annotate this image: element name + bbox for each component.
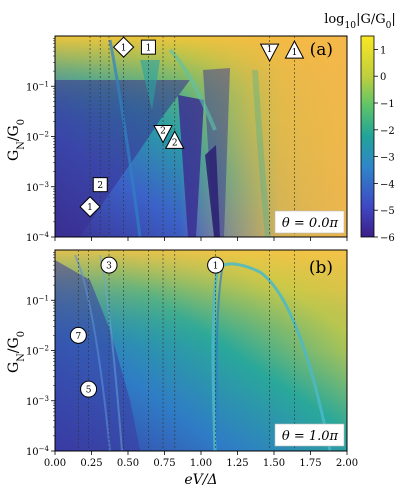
marker-label: 1 xyxy=(146,44,152,54)
theta-label-a: θ = 0.0π xyxy=(282,216,339,231)
marker-circle xyxy=(207,256,225,274)
y-tick-label: 10−4 xyxy=(26,445,50,458)
marker-label: 1 xyxy=(213,262,219,272)
x-tick-label: 1.75 xyxy=(299,458,321,469)
marker-label: 2 xyxy=(97,181,103,191)
y-tick-label: 10−2 xyxy=(26,345,49,358)
marker-label: 1 xyxy=(87,203,93,213)
marker-triangle-down xyxy=(153,125,173,144)
reference-lines-b xyxy=(77,250,295,451)
marker-label: 2 xyxy=(172,138,178,148)
marker-diamond xyxy=(79,196,101,218)
y-tick-label: 10−4 xyxy=(26,231,50,244)
marker-circle xyxy=(100,256,118,274)
marker-circle xyxy=(69,326,87,344)
y-tick-label: 10−3 xyxy=(26,395,49,408)
y-axis-label-b: GN/G0 xyxy=(6,331,27,373)
marker-label: 5 xyxy=(86,386,92,396)
marker-label: 1 xyxy=(292,48,298,58)
marker-label: 1 xyxy=(121,44,127,54)
colorbar-ticks: 1 0 −1 −2 −3 −4 −5 −6 xyxy=(374,45,395,244)
marker-triangle-down xyxy=(259,43,280,63)
y-tick-label: 10−1 xyxy=(26,294,49,307)
colorbar-label: log10|G/G0| xyxy=(324,12,396,31)
x-tick-label: 2.00 xyxy=(336,458,358,469)
marker-triangle-up xyxy=(284,40,305,59)
theta-box-b xyxy=(274,423,345,447)
theta-box-a xyxy=(274,210,345,234)
colorbar-tick-label: −5 xyxy=(380,206,395,217)
colorbar-tick-label: −2 xyxy=(380,126,395,137)
colorbar-tick-label: −1 xyxy=(380,99,395,110)
marker-circle xyxy=(80,380,98,398)
colorbar-tick-label: −3 xyxy=(380,153,395,164)
x-tick-label: 0.25 xyxy=(80,458,102,469)
x-tick-label: 0.50 xyxy=(117,458,139,469)
colorbar-tick-label: 1 xyxy=(380,45,386,56)
marker-label: 2 xyxy=(160,127,166,137)
x-axis-ticks-b: 0.00 0.25 0.50 0.75 1.00 1.25 1.50 1.75 2.00 xyxy=(44,451,358,469)
colorbar-tick-label: 0 xyxy=(380,72,386,83)
panel-label-b: (b) xyxy=(309,258,333,278)
y-tick-label: 10−3 xyxy=(26,181,49,194)
marker-label: 7 xyxy=(75,332,81,342)
panel-b: 3 1 7 5 (b) θ = 1.0π xyxy=(54,249,348,452)
colorbar-tick-label: −4 xyxy=(380,179,395,190)
x-tick-label: 1.00 xyxy=(190,458,212,469)
x-axis-label: eV/Δ xyxy=(184,472,217,488)
marker-square xyxy=(92,177,108,193)
x-tick-label: 1.50 xyxy=(263,458,285,469)
marker-triangle-up xyxy=(164,130,185,149)
marker-label: 1 xyxy=(267,45,273,55)
y-axis-ticks-b: 10−4 10−3 10−2 10−1 xyxy=(26,252,55,458)
colorbar: 1 0 −1 −2 −3 −4 −5 −6 log10|G/G0| xyxy=(324,12,396,244)
marker-diamond xyxy=(112,36,135,58)
y-tick-label: 10−1 xyxy=(26,80,49,93)
marker-square xyxy=(140,39,156,55)
y-axis-label-a: GN/G0 xyxy=(6,119,27,161)
marker-label: 3 xyxy=(106,262,112,272)
y-tick-label: 10−2 xyxy=(26,131,49,144)
panel-label-a: (a) xyxy=(310,40,333,60)
markers-b: 3 1 7 5 xyxy=(69,256,225,398)
colorbar-tick-label: −6 xyxy=(380,233,395,244)
x-tick-label: 0.00 xyxy=(44,458,66,469)
x-tick-label: 1.25 xyxy=(226,458,248,469)
y-axis-ticks-a: 10−4 10−3 10−2 10−1 xyxy=(26,38,348,244)
x-tick-label: 0.75 xyxy=(153,458,175,469)
theta-label-b: θ = 1.0π xyxy=(282,429,339,444)
